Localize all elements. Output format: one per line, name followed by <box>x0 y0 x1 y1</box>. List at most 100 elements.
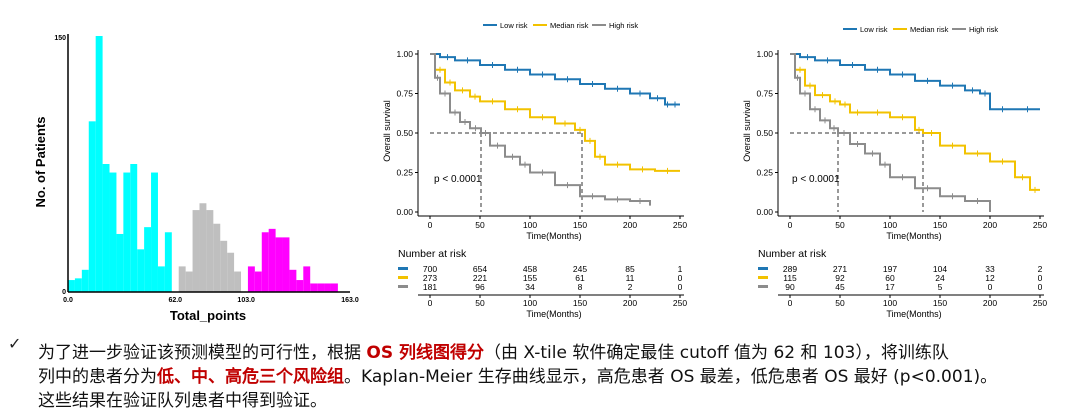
histogram-bar <box>247 266 255 292</box>
risk-count: 2 <box>1038 264 1043 274</box>
risk-count: 90 <box>785 282 795 292</box>
x-tick-label: 100 <box>523 298 537 308</box>
histogram-bar <box>144 227 152 292</box>
risk-count: 85 <box>625 264 635 274</box>
histogram-bar <box>192 210 200 292</box>
survival-curves <box>790 53 1040 212</box>
risk-count: 34 <box>525 282 535 292</box>
histogram-bar <box>164 232 172 292</box>
x-axis-label: Total_points <box>170 308 246 323</box>
risk-count: 273 <box>423 273 437 283</box>
x-tick-label: 250 <box>1033 298 1047 308</box>
legend-high-label: High risk <box>609 21 638 30</box>
caption-line-3: 这些结果在验证队列患者中得到验证。 <box>38 386 327 411</box>
y-tick-label: 0.50 <box>756 128 773 138</box>
x-tick-label: 100 <box>523 220 537 230</box>
risk-row-swatch <box>758 276 768 279</box>
x-tick-label: 50 <box>475 220 485 230</box>
survival-curve-low-risk <box>790 53 1040 111</box>
legend-median-label: Median risk <box>550 21 589 30</box>
histogram-bar <box>317 283 325 292</box>
y-tick-label: 0.75 <box>396 89 413 99</box>
histogram-bar <box>289 269 297 292</box>
histogram-bar <box>254 271 262 292</box>
histogram-bar <box>109 172 117 292</box>
risk-count: 61 <box>575 273 585 283</box>
histogram-bar <box>102 164 110 292</box>
risk-table-title: Number at risk <box>398 248 467 260</box>
x-tick-label: 0 <box>788 220 793 230</box>
caption-line-1: 为了进一步验证该预测模型的可行性，根据 OS 列线图得分（由 X-tile 软件… <box>38 338 949 363</box>
risk-count: 0 <box>988 282 993 292</box>
risk-count: 0 <box>678 273 683 283</box>
histogram-bar <box>282 237 290 292</box>
x-tick-label: 250 <box>673 220 687 230</box>
x-tick-label: 50 <box>835 220 845 230</box>
histogram-bar <box>220 240 228 292</box>
risk-row-swatch <box>398 285 408 288</box>
x-tick-label: 0 <box>788 298 793 308</box>
risk-count: 24 <box>935 273 945 283</box>
histogram-bar <box>151 172 158 292</box>
histogram-bar <box>74 278 82 292</box>
histogram-bar <box>234 271 242 292</box>
risk-count: 458 <box>523 264 537 274</box>
histogram-bar <box>310 283 318 292</box>
histogram-bar <box>213 223 221 292</box>
risk-count: 0 <box>1038 273 1043 283</box>
legend-low-label: Low risk <box>500 21 528 30</box>
survival-curve-median-risk <box>790 53 1040 191</box>
histogram-bar <box>130 164 138 292</box>
risk-count: 45 <box>835 282 845 292</box>
histogram-bar <box>275 237 283 292</box>
histogram-bar <box>324 283 331 292</box>
histogram-bar <box>116 233 124 292</box>
risk-count: 5 <box>938 282 943 292</box>
risk-count: 181 <box>423 282 437 292</box>
y-tick-label: 0.00 <box>396 207 413 217</box>
x-tick-label: 0 <box>428 298 433 308</box>
risk-count: 92 <box>835 273 845 283</box>
histogram-bar <box>227 252 235 292</box>
histogram-bar <box>137 249 145 292</box>
histogram-bar <box>123 172 131 292</box>
risk-count: 245 <box>573 264 587 274</box>
risk-count: 104 <box>933 264 947 274</box>
legend: Low risk Median risk High risk <box>483 21 638 30</box>
y-tick-label: 0.50 <box>396 128 413 138</box>
p-value: p < 0.0001 <box>792 174 840 185</box>
survival-curve-high-risk <box>790 53 991 212</box>
risk-row-swatch <box>758 285 768 288</box>
histogram-bar <box>95 36 103 292</box>
caption-block: ✓ 为了进一步验证该预测模型的可行性，根据 OS 列线图得分（由 X-tile … <box>0 334 1080 416</box>
histogram-bar <box>88 121 96 292</box>
risk-table: Number at risk 289 271 197 104 33 2 115 92 60 24 1… <box>758 248 1047 308</box>
x-tick-label: 200 <box>983 220 997 230</box>
histogram-bar <box>68 280 75 292</box>
risk-count: 700 <box>423 264 437 274</box>
y-axis-label: Overall survival <box>742 100 752 162</box>
p-value: p < 0.0001 <box>434 174 482 185</box>
histogram-bar <box>268 228 276 292</box>
x-tick-label: 100 <box>883 220 897 230</box>
risk-count: 221 <box>473 273 487 283</box>
histogram-bars <box>68 36 338 292</box>
legend-low-label: Low risk <box>860 25 888 34</box>
risk-x-axis-label: Time(Months) <box>886 309 941 319</box>
x-tick-label: 150 <box>933 298 947 308</box>
survival-curve-low-risk <box>430 53 680 106</box>
survival-curve-high-risk <box>430 53 651 206</box>
risk-count: 60 <box>885 273 895 283</box>
y-tick-max: 150 <box>54 35 66 42</box>
risk-count: 12 <box>985 273 995 283</box>
km-plot-training: Low risk Median risk High risk 0.000.250… <box>382 21 687 319</box>
x-tick-label: 62.0 <box>168 297 182 304</box>
legend-high-label: High risk <box>969 25 998 34</box>
y-tick-min: 0 <box>62 289 66 296</box>
check-icon: ✓ <box>8 334 22 353</box>
risk-count: 115 <box>783 273 797 283</box>
histogram-bar <box>178 266 186 292</box>
survival-curves <box>430 53 680 212</box>
x-tick-label: 200 <box>623 220 637 230</box>
x-tick-label: 250 <box>1033 220 1047 230</box>
